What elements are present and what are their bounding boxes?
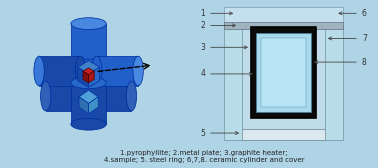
Polygon shape — [71, 83, 106, 124]
Ellipse shape — [126, 81, 136, 111]
Polygon shape — [71, 24, 106, 65]
Ellipse shape — [40, 81, 51, 111]
Text: 4: 4 — [200, 69, 253, 78]
Polygon shape — [88, 71, 94, 83]
Ellipse shape — [79, 81, 89, 111]
Polygon shape — [93, 81, 132, 111]
Ellipse shape — [75, 56, 86, 86]
Text: 1.pyrophyllite; 2.metal plate; 3.graphite heater;
4.sample; 5. steel ring; 6,7,8: 1.pyrophyllite; 2.metal plate; 3.graphit… — [104, 150, 304, 162]
Polygon shape — [46, 81, 84, 111]
Ellipse shape — [91, 56, 102, 86]
Bar — [251, 27, 316, 118]
Polygon shape — [77, 67, 88, 87]
Polygon shape — [88, 97, 98, 114]
Polygon shape — [88, 67, 100, 87]
Text: 3: 3 — [200, 43, 247, 52]
Polygon shape — [39, 56, 81, 86]
Bar — [242, 24, 325, 129]
Ellipse shape — [34, 56, 44, 86]
Bar — [256, 33, 311, 112]
Ellipse shape — [71, 77, 106, 89]
Bar — [225, 7, 342, 140]
Ellipse shape — [88, 81, 98, 111]
Polygon shape — [83, 68, 94, 75]
Ellipse shape — [71, 59, 106, 71]
Text: 8: 8 — [314, 58, 367, 67]
Ellipse shape — [133, 56, 143, 86]
Text: 5: 5 — [200, 129, 239, 138]
Ellipse shape — [71, 118, 106, 130]
Bar — [242, 129, 325, 140]
Polygon shape — [97, 56, 138, 86]
Text: 1: 1 — [200, 9, 232, 18]
Polygon shape — [77, 61, 100, 74]
Bar — [260, 38, 307, 107]
Polygon shape — [79, 97, 88, 114]
Polygon shape — [79, 90, 98, 103]
Text: 6: 6 — [339, 9, 367, 18]
Text: 7: 7 — [328, 34, 367, 43]
Text: 2: 2 — [200, 21, 235, 30]
Bar — [225, 7, 342, 24]
Ellipse shape — [71, 18, 106, 30]
Polygon shape — [83, 71, 88, 83]
Bar — [225, 22, 342, 29]
